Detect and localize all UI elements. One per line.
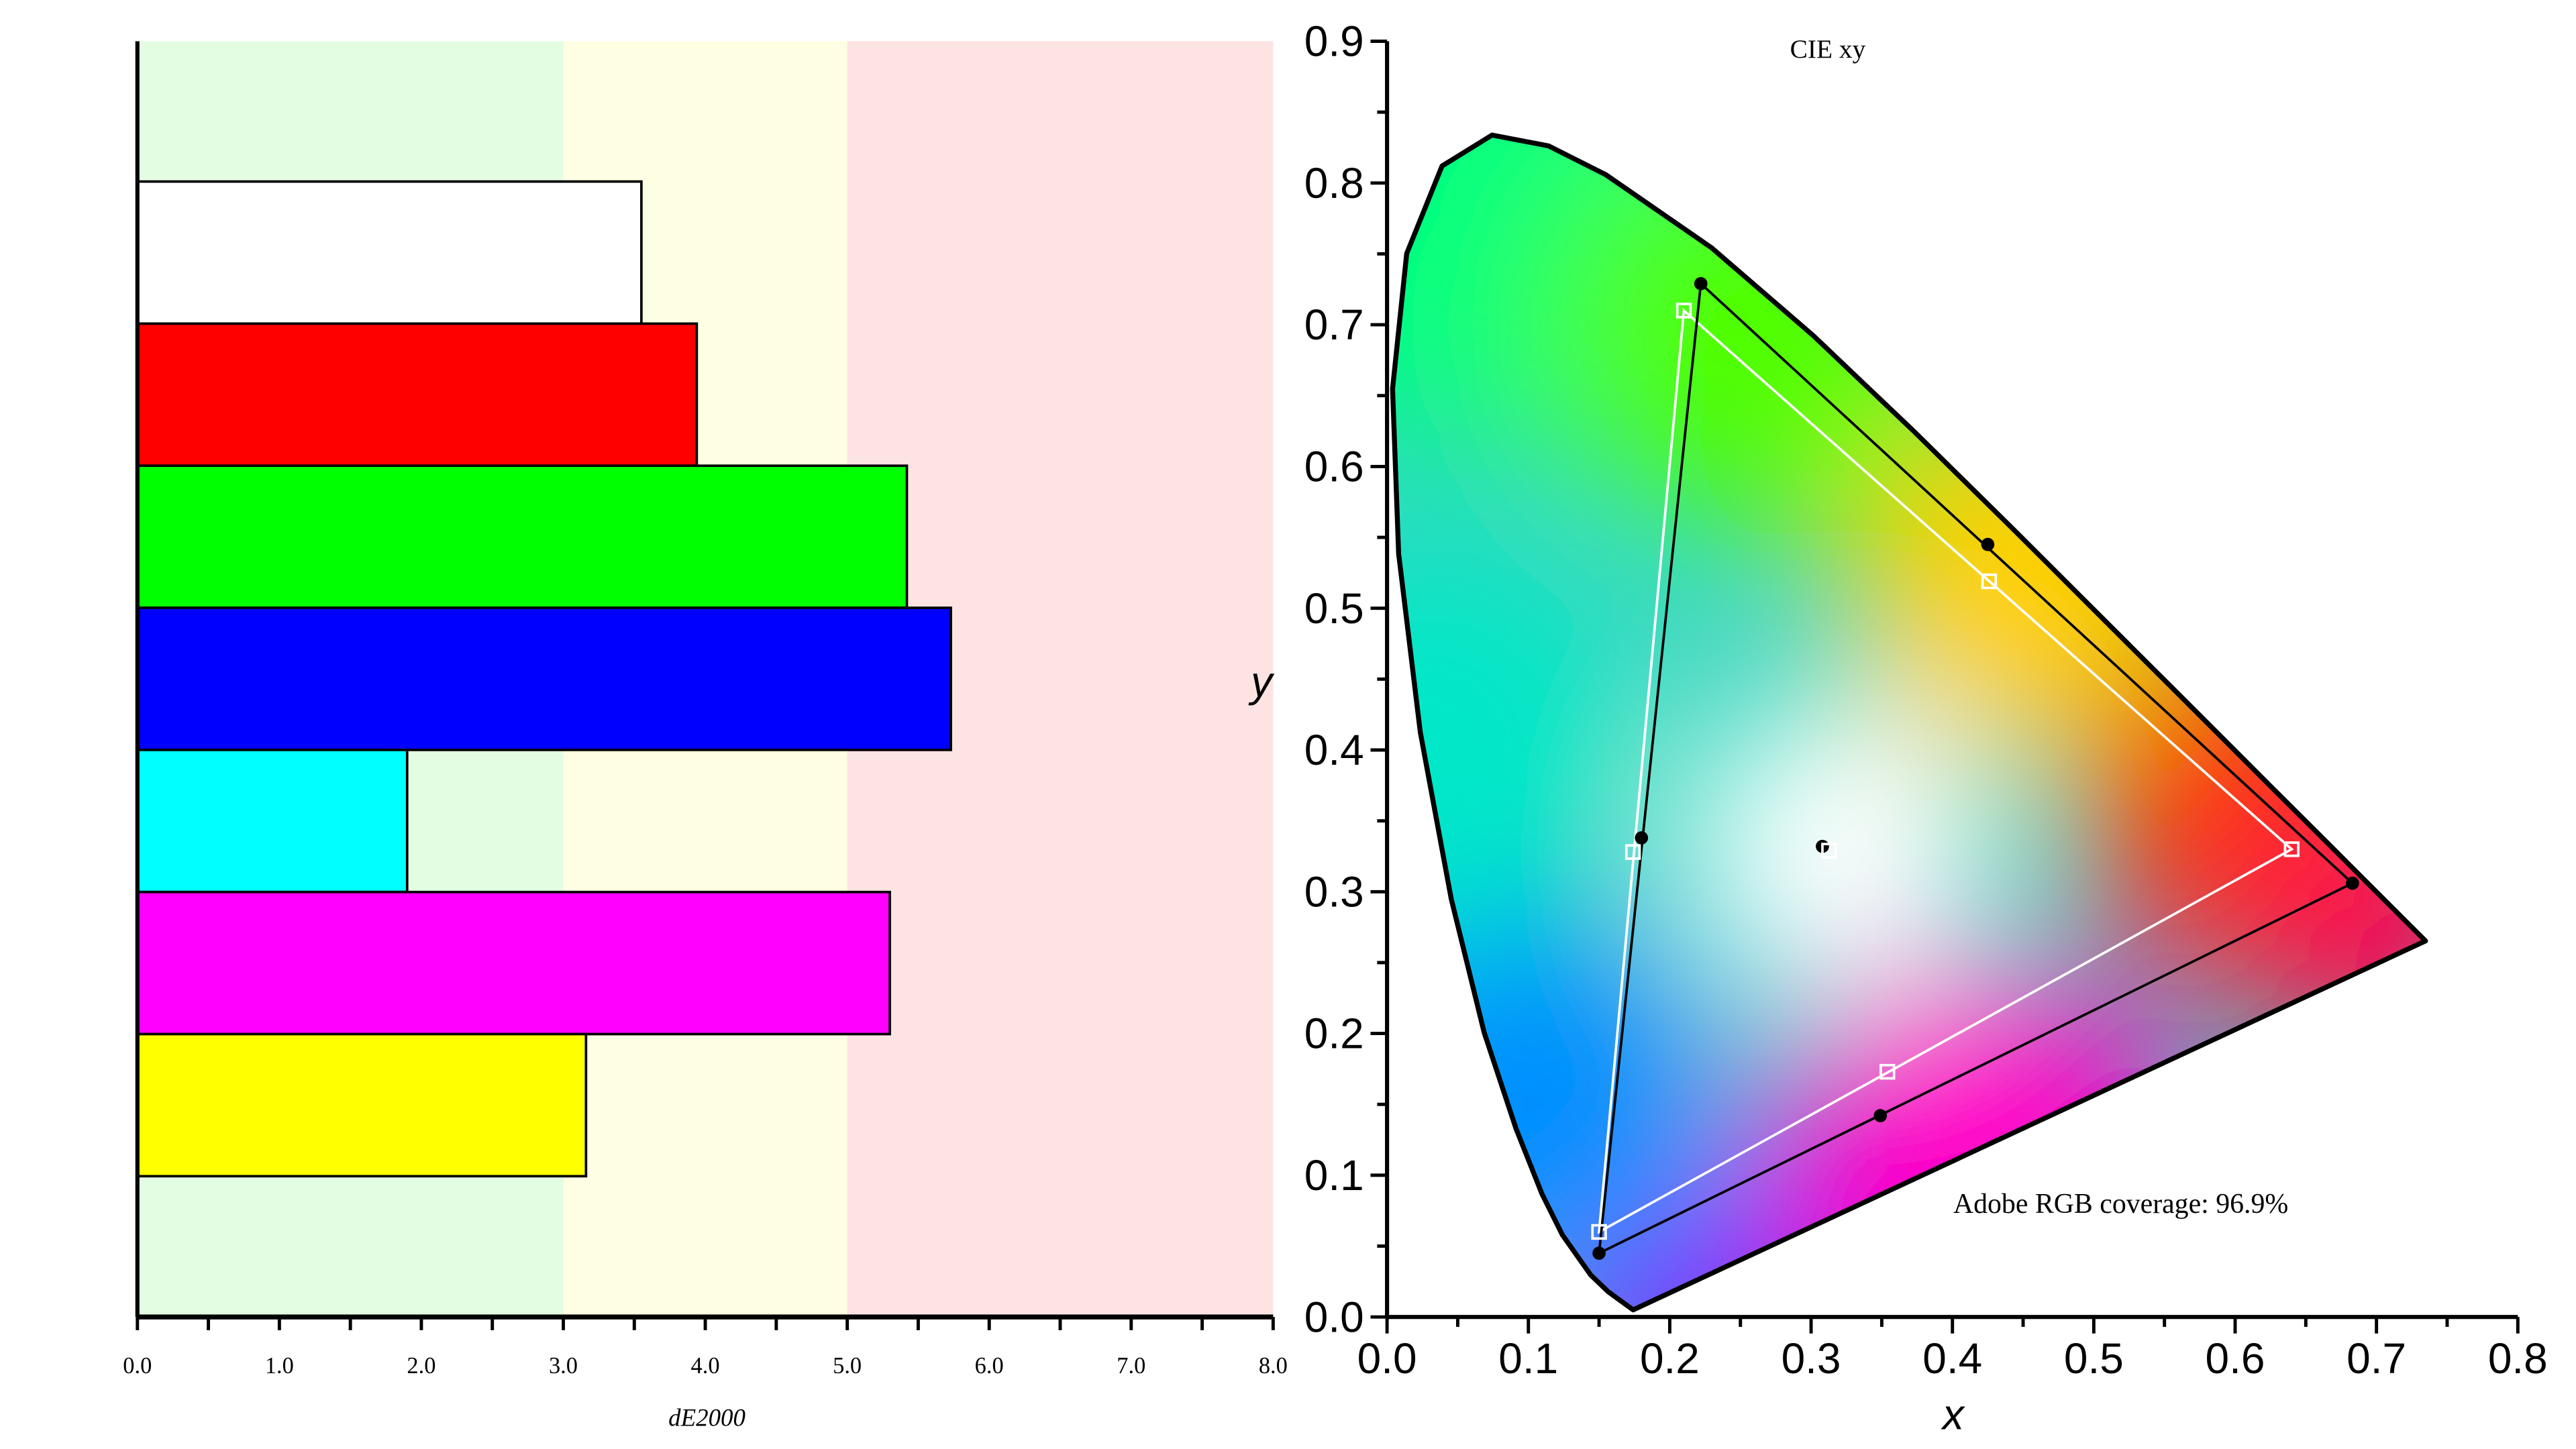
x-tick-label: 6.0 [975, 1353, 1004, 1379]
target-point [1625, 844, 1641, 860]
chart-title: CIE xy [1790, 34, 1866, 64]
y-tick-label: 0.9 [1304, 17, 1364, 66]
y-axis-label: y [1248, 657, 1275, 706]
x-tick-label: 3.0 [549, 1353, 578, 1379]
y-tick-label: 0.1 [1304, 1151, 1364, 1199]
color-blob [1392, 551, 1628, 949]
x-tick-label: 1.0 [265, 1353, 294, 1379]
measured-point [2346, 876, 2359, 890]
x-axis-label: x [1941, 1390, 1965, 1438]
target-point [2283, 841, 2300, 857]
spectral-locus [1390, 132, 2428, 1313]
target-gamut-triangle [1597, 308, 2294, 1234]
x-tick-label: 0.5 [2064, 1334, 2124, 1383]
measured-point [1873, 1109, 1888, 1122]
bar-yellow [136, 1032, 588, 1178]
x-tick-label: 0.3 [1782, 1334, 1841, 1383]
x-tick-label: 2.0 [407, 1353, 435, 1379]
x-tick-label: 0.0 [123, 1353, 152, 1379]
measured-point [1981, 537, 1995, 551]
y-tick-label: 0.7 [1304, 301, 1364, 349]
x-tick-label: 0.4 [1922, 1334, 1982, 1383]
target-point [1676, 303, 1692, 319]
target-point [1821, 843, 1837, 859]
x-tick-label: 5.0 [833, 1353, 862, 1379]
x-tick-label: 7.0 [1117, 1353, 1145, 1379]
de2000-bar-chart: 0.0 1.0 2.0 3.0 4.0 5.0 6.0 7.0 8.0 [123, 41, 1288, 1379]
y-tick-label: 0.2 [1304, 1010, 1364, 1058]
y-tick-label: 0.6 [1304, 443, 1364, 491]
target-point [1981, 573, 1998, 590]
bar-magenta [136, 890, 891, 1036]
y-tick-label: 0.3 [1304, 867, 1364, 916]
bar-blue [136, 606, 952, 751]
x-tick-label: 0.6 [2206, 1334, 2265, 1383]
bar-red [136, 322, 699, 468]
measured-point [1592, 1246, 1606, 1260]
bar-cyan [136, 749, 409, 894]
color-blob [1690, 700, 1988, 998]
x-tick-label: 0.8 [2488, 1334, 2548, 1383]
x-axis-label-de2000: dE2000 [668, 1404, 745, 1432]
color-blob [1766, 961, 2196, 1310]
measured-gamut-triangle [1597, 280, 2355, 1256]
measured-point [1635, 831, 1649, 845]
x-tick-label: 0.2 [1640, 1334, 1700, 1383]
color-blob [1392, 906, 1727, 1303]
chromaticity-fill [1392, 135, 2426, 1310]
target-point [1591, 1224, 1607, 1240]
cie-xy-chart: 0.0 0.1 0.2 0.3 0.4 0.5 0.6 0.7 0.8 0.0 0.1 0.2 0.3 0… [1304, 17, 2548, 1383]
x-tick-label: 0.0 [1357, 1334, 1417, 1383]
x-tick-label: 4.0 [691, 1353, 720, 1379]
x-tick-label: 8.0 [1259, 1353, 1288, 1379]
x-tick-label: 0.1 [1498, 1334, 1558, 1383]
target-point [1879, 1063, 1896, 1080]
y-tick-label: 0.4 [1304, 726, 1364, 774]
bar-white [136, 180, 643, 325]
x-tick-label: 0.7 [2347, 1334, 2406, 1383]
color-blob [1542, 135, 1939, 523]
y-tick-label: 0.8 [1304, 159, 1364, 207]
y-tick-label: 0.0 [1304, 1293, 1364, 1341]
bar-green [136, 464, 909, 609]
measured-point [1694, 276, 1708, 290]
coverage-annotation: Adobe RGB coverage: 96.9% [1953, 1189, 2288, 1220]
fill-blobs [1392, 135, 2426, 1310]
y-tick-label: 0.5 [1304, 584, 1364, 633]
